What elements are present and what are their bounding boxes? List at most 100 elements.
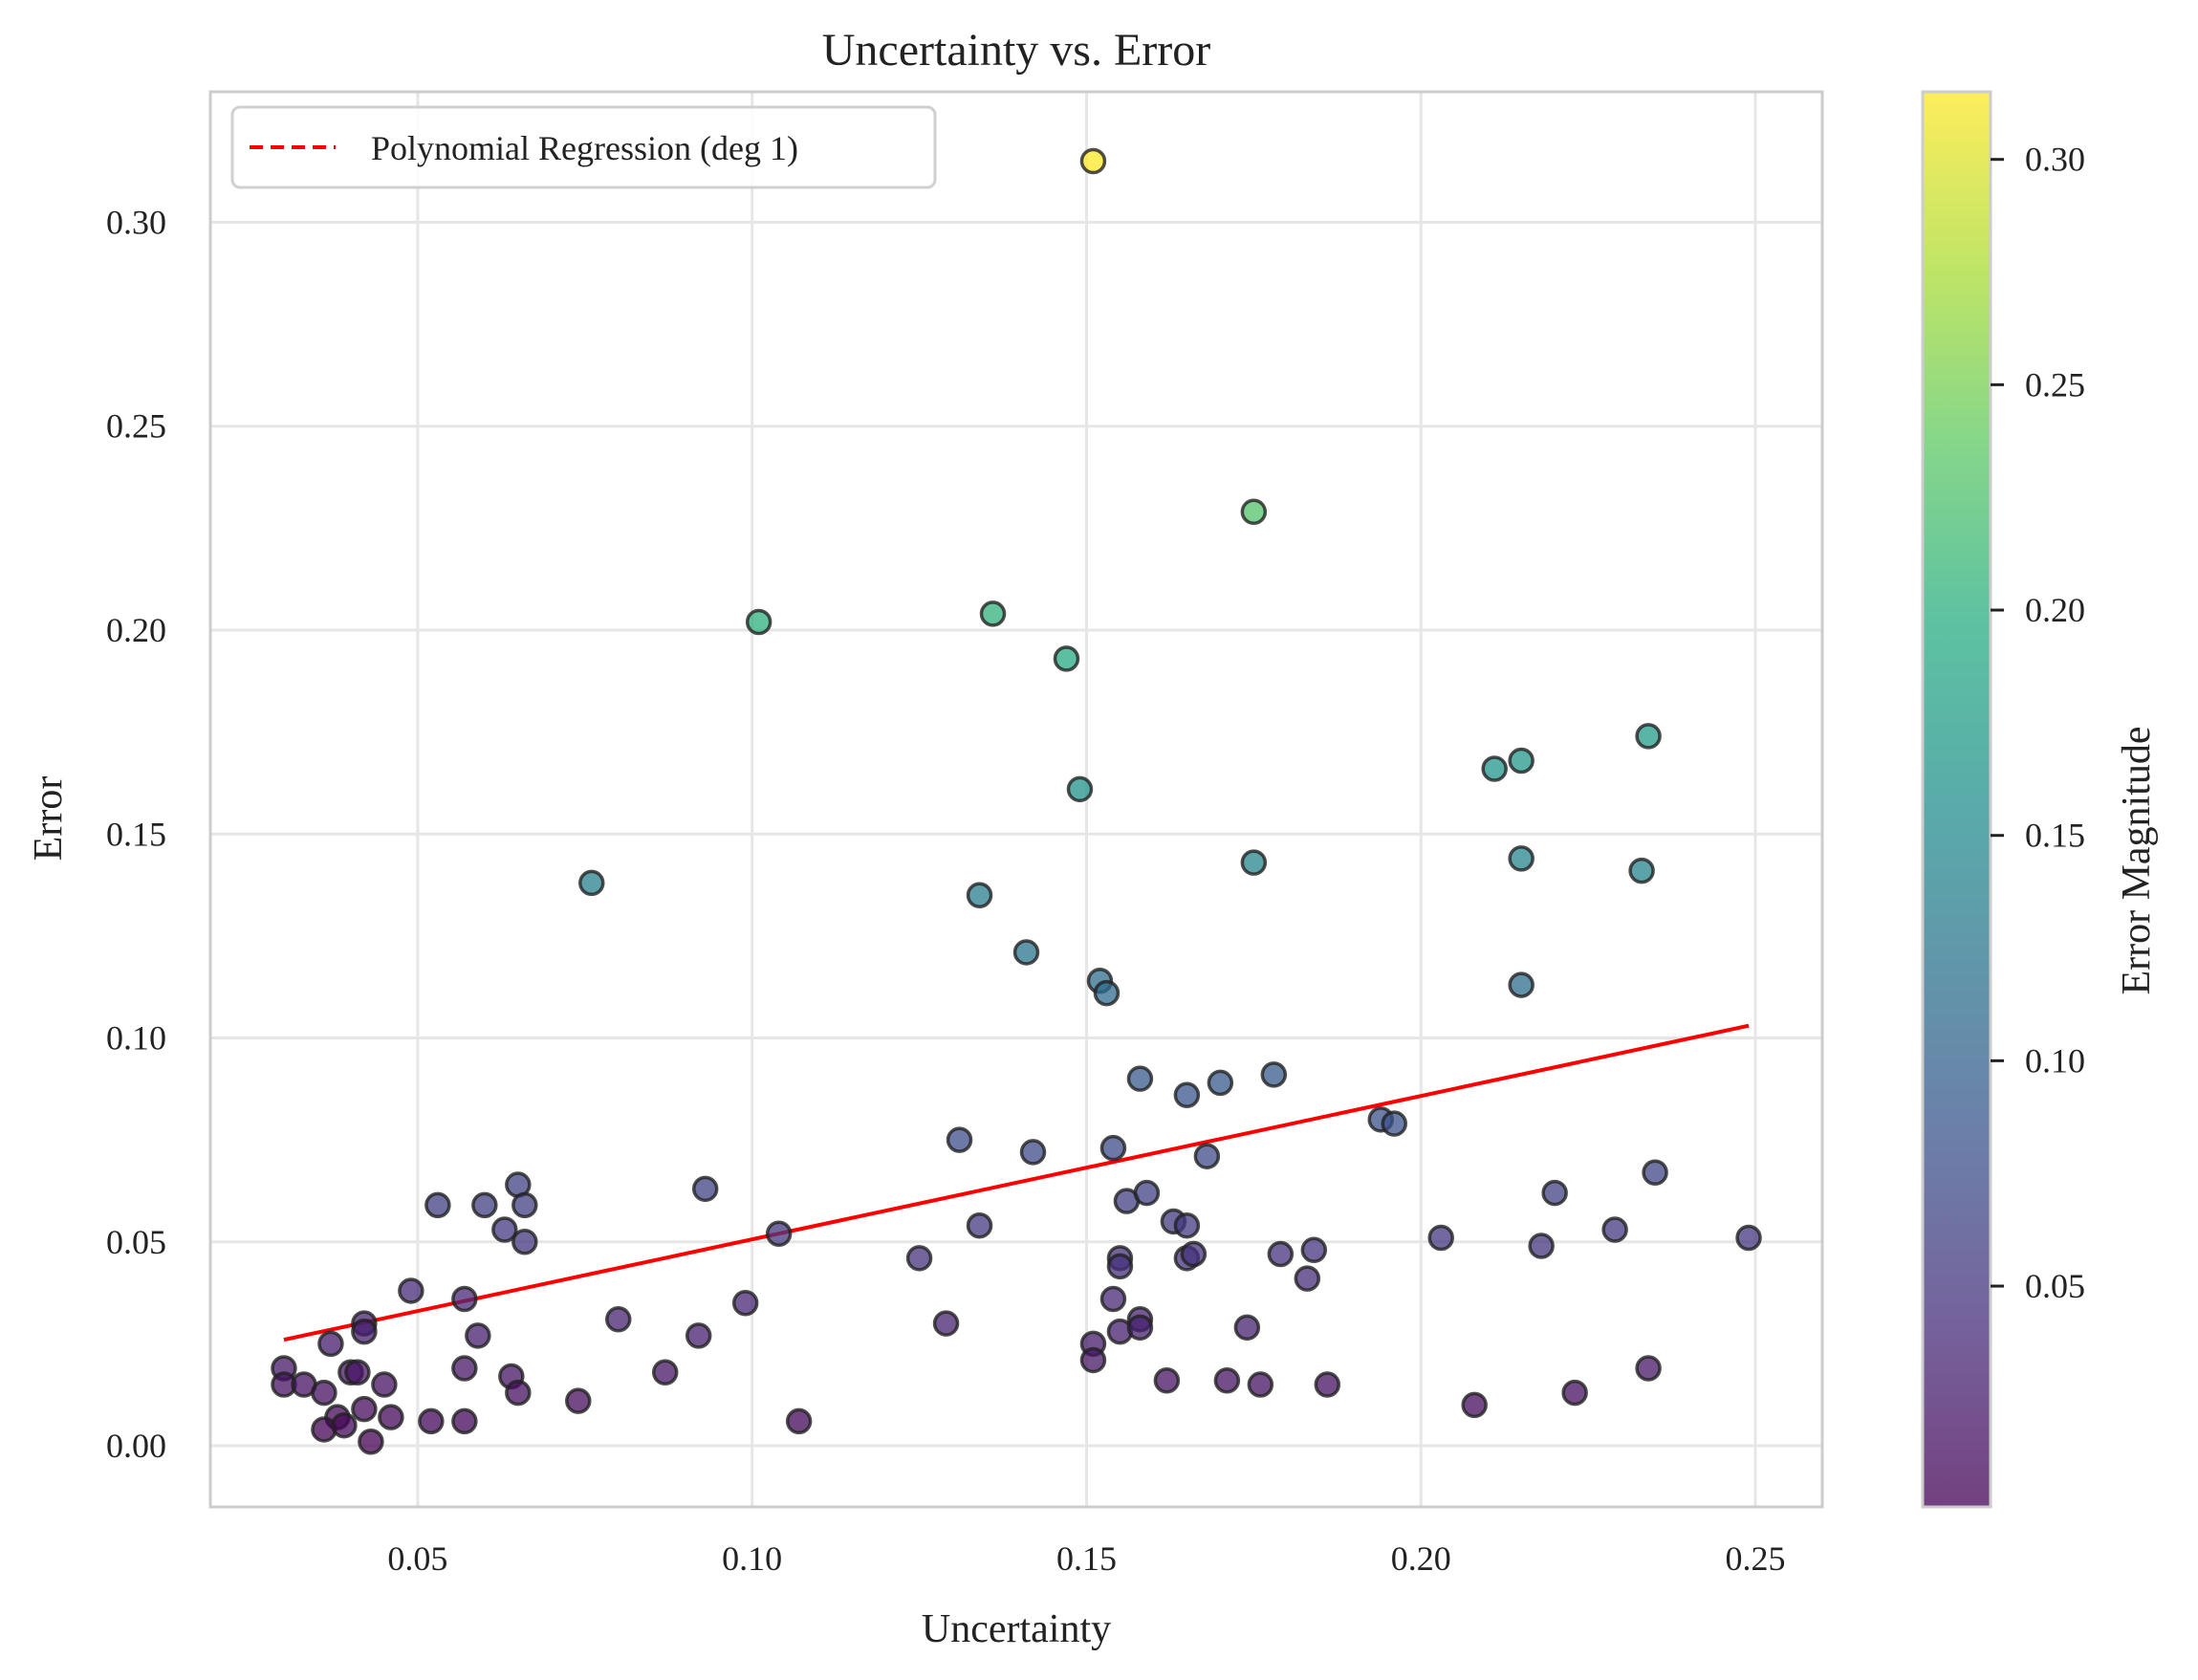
data-point-48 — [1300, 1236, 1328, 1264]
data-point-12 — [1481, 755, 1508, 782]
data-point-49 — [1294, 1265, 1321, 1292]
data-point-14 — [1635, 723, 1662, 750]
data-point-1 — [1240, 498, 1268, 526]
data-point-95 — [1247, 1371, 1274, 1398]
colorbar-tick-label-1: 0.10 — [2025, 1041, 2085, 1080]
data-point-84 — [378, 1404, 404, 1430]
data-point-25 — [1019, 1139, 1047, 1166]
data-point-79 — [351, 1395, 378, 1423]
data-point-91 — [651, 1359, 679, 1386]
y-tick-label-6: 0.30 — [106, 203, 166, 241]
data-point-50 — [1427, 1224, 1454, 1252]
data-point-54 — [1735, 1224, 1762, 1252]
data-point-21 — [1260, 1061, 1288, 1088]
data-point-2 — [745, 608, 773, 636]
data-point-51 — [1528, 1233, 1555, 1259]
chart-title: Uncertainty vs. Error — [822, 25, 1211, 76]
data-point-47 — [1267, 1240, 1295, 1268]
data-point-86 — [451, 1407, 478, 1435]
data-point-75 — [311, 1379, 337, 1407]
colorbar-ticks: 0.05 0.10 0.15 0.20 0.25 0.30 — [1991, 141, 2085, 1305]
data-point-44 — [1106, 1253, 1134, 1280]
data-point-24 — [946, 1126, 973, 1153]
regression-line — [283, 1023, 1750, 1342]
x-tick-label-4: 0.25 — [1726, 1539, 1786, 1578]
legend-label-regression: Polynomial Regression (deg 1) — [371, 129, 798, 167]
colorbar-gradient — [1923, 92, 1991, 1507]
data-point-18 — [1126, 1065, 1154, 1092]
data-point-62 — [731, 1289, 759, 1317]
data-point-85 — [418, 1407, 445, 1435]
data-point-27 — [1193, 1143, 1221, 1169]
x-axis-label: Uncertainty — [922, 1607, 1111, 1651]
y-tick-label-5: 0.25 — [106, 407, 166, 446]
x-tick-label-1: 0.10 — [722, 1539, 782, 1578]
y-axis-label: Error — [27, 776, 71, 862]
data-point-92 — [785, 1407, 813, 1435]
colorbar-tick-label-2: 0.15 — [2025, 817, 2085, 855]
y-tick-label-4: 0.20 — [106, 611, 166, 649]
data-point-40 — [1133, 1179, 1161, 1207]
data-point-38 — [905, 1245, 933, 1272]
data-point-35 — [511, 1229, 538, 1255]
data-point-15 — [1508, 845, 1534, 872]
data-point-78 — [371, 1371, 398, 1398]
data-point-68 — [1126, 1314, 1154, 1342]
data-point-11 — [1093, 979, 1121, 1007]
data-point-46 — [1180, 1240, 1208, 1268]
data-point-97 — [1461, 1391, 1488, 1419]
data-point-87 — [451, 1355, 478, 1382]
data-point-36 — [966, 1211, 993, 1239]
colorbar-label: Error Magnitude — [2115, 726, 2159, 994]
data-point-77 — [344, 1359, 371, 1386]
data-point-59 — [351, 1318, 378, 1345]
data-point-6 — [578, 869, 605, 897]
plot-frame — [208, 90, 1824, 1509]
data-point-90 — [565, 1387, 592, 1414]
data-point-55 — [398, 1277, 424, 1304]
data-point-65 — [1099, 1285, 1127, 1313]
data-point-4 — [1053, 645, 1080, 672]
data-point-94 — [1213, 1367, 1241, 1394]
legend-box — [230, 105, 937, 189]
y-tick-label-0: 0.00 — [106, 1427, 166, 1465]
data-point-30 — [424, 1191, 451, 1219]
data-point-96 — [1314, 1371, 1341, 1398]
data-point-37 — [765, 1220, 793, 1247]
regression-layer — [283, 1023, 1750, 1342]
colorbar-frame — [1921, 90, 1992, 1509]
x-tick-label-3: 0.20 — [1391, 1539, 1451, 1578]
colorbar-tick-label-0: 0.05 — [2025, 1267, 2085, 1305]
data-point-26 — [1099, 1134, 1127, 1162]
data-point-82 — [331, 1411, 358, 1439]
y-axis-ticks: 0.00 0.05 0.10 0.15 0.20 0.25 0.30 — [106, 203, 166, 1465]
data-point-56 — [451, 1285, 478, 1313]
data-point-13 — [1508, 747, 1534, 775]
data-point-28 — [1642, 1159, 1668, 1187]
data-point-71 — [1233, 1314, 1261, 1342]
data-point-9 — [1012, 939, 1040, 966]
data-point-29 — [691, 1175, 719, 1203]
data-point-20 — [1207, 1069, 1234, 1097]
data-point-19 — [1173, 1081, 1201, 1108]
data-point-16 — [1628, 857, 1655, 884]
data-point-17 — [1508, 971, 1534, 998]
data-point-63 — [685, 1322, 712, 1349]
colorbar-tick-label-3: 0.20 — [2025, 591, 2085, 629]
data-point-89 — [505, 1379, 532, 1407]
colorbar-tick-label-5: 0.30 — [2025, 141, 2085, 179]
data-point-99 — [1635, 1355, 1662, 1382]
data-point-8 — [1240, 849, 1268, 876]
data-point-31 — [471, 1191, 498, 1219]
y-tick-label-3: 0.15 — [106, 815, 166, 853]
data-point-0 — [1079, 147, 1107, 175]
y-tick-label-1: 0.05 — [106, 1223, 166, 1261]
data-point-70 — [1079, 1346, 1107, 1374]
data-point-83 — [358, 1429, 384, 1455]
x-tick-label-2: 0.15 — [1056, 1539, 1117, 1578]
data-point-34 — [491, 1216, 518, 1243]
scatter-points — [271, 147, 1762, 1455]
data-point-33 — [511, 1191, 538, 1219]
